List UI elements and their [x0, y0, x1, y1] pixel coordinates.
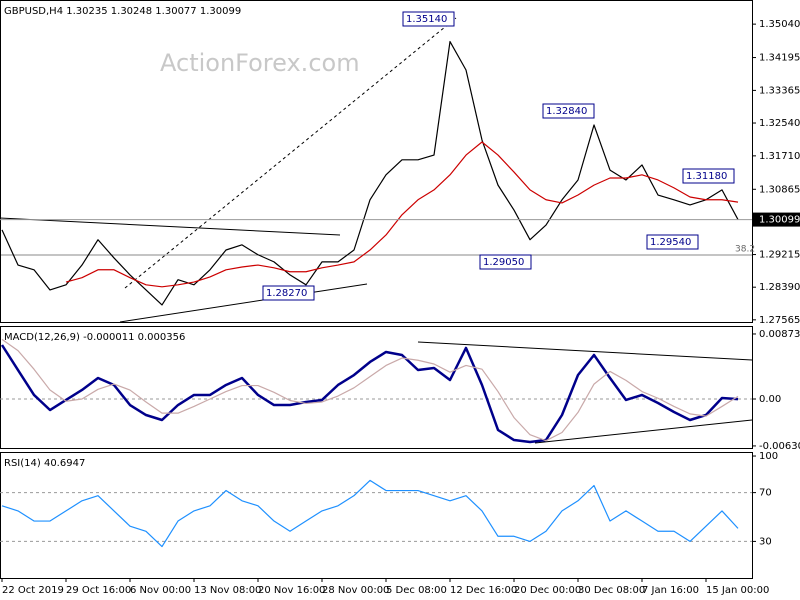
y-tick-label: 1.30865: [759, 184, 800, 195]
x-tick-label: 29 Oct 16:00: [66, 585, 131, 596]
annotation-box: [479, 254, 532, 270]
x-tick-label: 13 Nov 08:00: [194, 585, 261, 596]
watermark: ActionForex.com: [160, 49, 360, 77]
annotation-box: [402, 11, 455, 27]
y-tick-label: 1.31710: [759, 151, 800, 162]
y-tick-label: 1.32540: [759, 118, 800, 129]
annotation: 38.2: [735, 245, 755, 255]
annotation: 1.31180: [686, 171, 727, 182]
y-tick-label: -0.006302: [759, 441, 800, 452]
annotation: 1.35140: [406, 14, 447, 25]
x-tick-label: 30 Dec 08:00: [578, 585, 645, 596]
panel-title: RSI(14) 40.6947: [4, 458, 85, 469]
y-tick-label: 100: [759, 451, 778, 462]
trend-line: [417, 341, 753, 361]
annotation: 1.29050: [483, 257, 524, 268]
x-tick-label: 15 Jan 00:00: [706, 585, 769, 596]
y-tick-label: 1.27565: [759, 315, 800, 326]
trend-line: [124, 17, 457, 289]
y-tick-label: 70: [759, 488, 772, 499]
annotation-box: [262, 285, 315, 301]
y-tick-label: 30: [759, 536, 772, 547]
x-tick-label: 20 Nov 16:00: [258, 585, 325, 596]
y-tick-label: 0.00873: [759, 329, 800, 340]
x-tick-label: 12 Dec 16:00: [450, 585, 517, 596]
x-tick-label: 28 Nov 00:00: [322, 585, 389, 596]
y-tick-label: 1.29215: [759, 250, 800, 261]
annotation-box: [542, 103, 595, 119]
price-panel: [0, 0, 753, 323]
annotation-box: [682, 168, 735, 184]
last-price-box: [752, 212, 800, 227]
panel-title: MACD(12,26,9) -0.000011 0.000356: [4, 332, 185, 343]
rsi-panel: [0, 452, 753, 579]
series-line: [1, 338, 739, 442]
y-tick-label: 1.35040: [759, 19, 800, 30]
annotation: 1.32840: [546, 106, 587, 117]
macd-panel: [0, 326, 753, 449]
last-price-label: 1.30099: [759, 215, 800, 226]
trend-line: [534, 419, 753, 444]
y-tick-label: 1.34195: [759, 53, 800, 64]
series-line: [1, 40, 739, 306]
x-tick-label: 5 Dec 08:00: [386, 585, 447, 596]
x-tick-label: 6 Nov 00:00: [130, 585, 191, 596]
x-tick-label: 20 Dec 00:00: [514, 585, 581, 596]
annotation: 1.28270: [266, 288, 307, 299]
x-tick-label: 22 Oct 2019: [2, 585, 64, 596]
y-tick-label: 0.00: [759, 394, 781, 405]
series-line: [65, 141, 739, 288]
series-line: [0, 344, 739, 444]
trend-line: [0, 217, 341, 236]
panel-title: GBPUSD,H4 1.30235 1.30248 1.30077 1.3009…: [4, 6, 241, 17]
series-line: [1, 479, 739, 548]
y-tick-label: 1.33365: [759, 85, 800, 96]
x-tick-label: 7 Jan 16:00: [642, 585, 699, 596]
annotation-box: [646, 234, 699, 250]
trend-line: [119, 283, 368, 323]
y-tick-label: 1.28390: [759, 282, 800, 293]
annotation: 1.29540: [650, 237, 691, 248]
